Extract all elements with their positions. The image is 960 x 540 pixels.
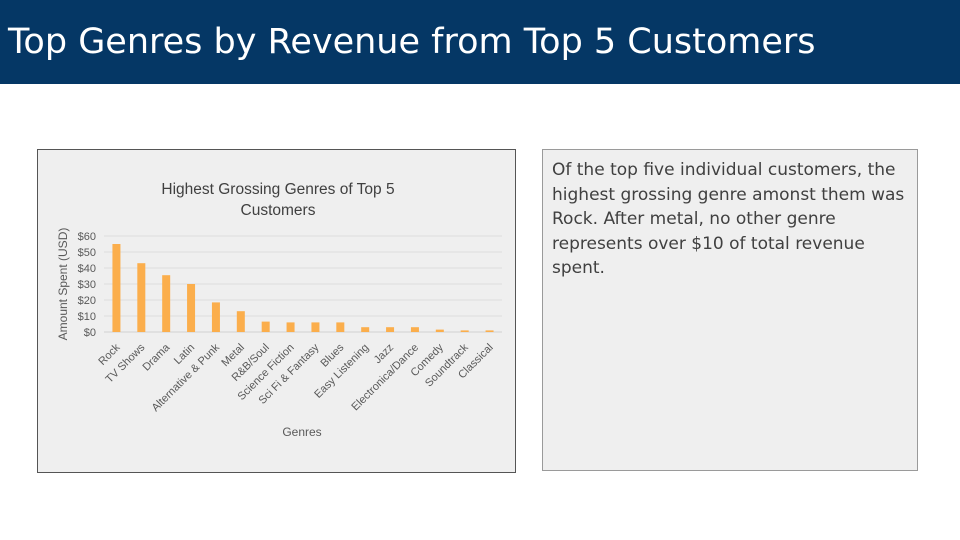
description-text: Of the top five individual customers, th… [552,160,905,278]
bar [112,244,121,332]
bar [410,327,419,332]
slide-title: Top Genres by Revenue from Top 5 Custome… [8,22,816,62]
bar [236,311,245,332]
bar [162,275,171,332]
y-tick-label: $0 [84,327,96,339]
bar [187,284,196,332]
y-tick-label: $60 [78,231,96,243]
bar [336,322,345,332]
bar [485,330,494,332]
y-tick-label: $50 [78,247,96,259]
y-tick-label: $20 [78,295,96,307]
bar [211,302,220,332]
bar [137,263,146,332]
x-axis-label: Genres [282,425,321,439]
bar [261,321,270,332]
bar [460,330,469,332]
y-tick-label: $30 [78,279,96,291]
bar [311,322,320,332]
bars [112,244,494,332]
y-axis-label: Amount Spent (USD) [56,228,70,341]
bar [386,327,395,332]
gridlines [104,235,502,333]
y-tick-label: $40 [78,263,96,275]
title-bar: Top Genres by Revenue from Top 5 Custome… [0,0,960,84]
x-tick-label: Drama [140,341,172,373]
bar [286,322,295,332]
chart-panel: $0 $10 $20 $30 $40 $50 $60 Rock TV Shows Drama Lat… [37,149,516,473]
bar [361,327,370,332]
chart-title-line-1: Highest Grossing Genres of Top 5 [161,181,394,198]
y-tick-label: $10 [78,311,96,323]
chart-title-line-2: Customers [241,202,316,219]
bar [435,329,444,332]
description-panel: Of the top five individual customers, th… [542,149,918,471]
